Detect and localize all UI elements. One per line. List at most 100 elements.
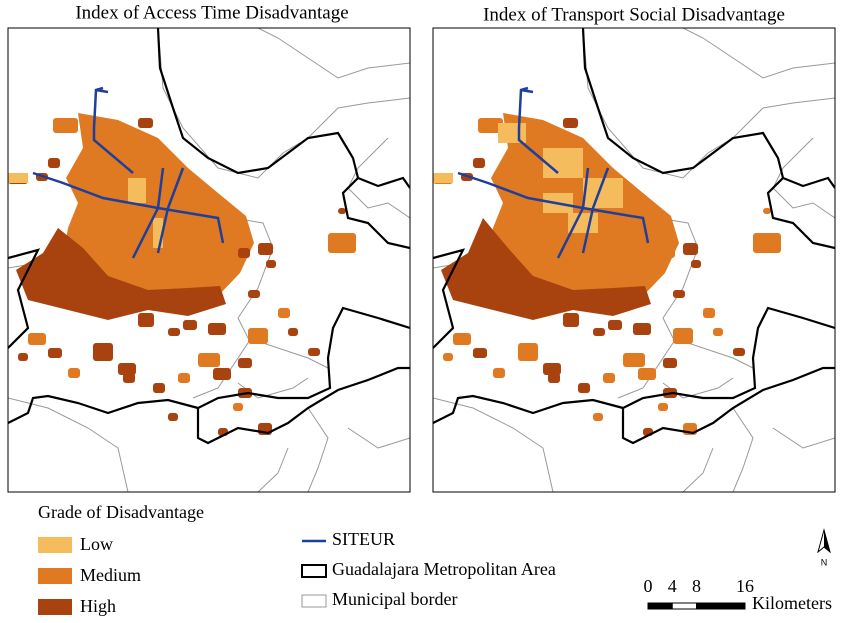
scale-segment <box>647 602 673 610</box>
municipal-border <box>772 427 835 449</box>
zone-patch <box>603 373 615 383</box>
siteur-line <box>156 167 185 254</box>
zone-patch <box>753 233 781 253</box>
scale-segment <box>696 602 746 610</box>
scale-label: 8 <box>692 576 701 596</box>
scale-segment <box>671 602 697 610</box>
zone-patch <box>123 373 135 383</box>
zone-patch <box>168 413 178 421</box>
zone-patch <box>183 320 197 330</box>
legend-label: Medium <box>80 565 141 585</box>
scale-label: 0 <box>644 576 653 596</box>
zone-patch <box>453 333 471 345</box>
low-zone <box>433 173 453 183</box>
north-label: N <box>821 557 828 567</box>
legend-label: High <box>80 596 116 616</box>
municipal-border <box>682 28 835 79</box>
zone-patch <box>593 413 603 421</box>
zone-patch <box>93 343 113 361</box>
siteur-line <box>131 167 165 259</box>
legend: Low Medium High SITEUR Guadalajara Metropoli… <box>38 529 556 616</box>
zone-patch <box>763 208 771 214</box>
legend-box <box>301 594 327 608</box>
low-zone <box>8 173 28 183</box>
maps <box>7 27 836 493</box>
municipal-border <box>307 407 329 492</box>
map-frame <box>7 27 411 493</box>
zone-patch <box>248 290 260 298</box>
zone-patch <box>118 363 136 375</box>
legend-label: Municipal border <box>332 589 457 609</box>
zone-patch <box>663 358 677 368</box>
zone-patch <box>543 363 561 375</box>
map-title: Index of Transport Social Disadvantage <box>483 4 785 25</box>
zone-patch <box>713 328 723 336</box>
zone-patch <box>308 348 320 356</box>
municipal-border <box>732 407 754 492</box>
zone-patch <box>328 233 356 253</box>
zone-patch <box>733 348 745 356</box>
siteur-line <box>581 167 610 254</box>
map-frame <box>432 27 836 493</box>
zone-patch <box>233 403 243 411</box>
municipal-border <box>257 447 289 492</box>
siteur-line <box>520 88 534 94</box>
legend-label: Guadalajara Metropolitan Area <box>332 559 556 579</box>
municipal-border <box>657 217 754 369</box>
metro-border <box>433 28 835 445</box>
north-arrow: N <box>817 528 831 567</box>
map-content <box>433 28 835 492</box>
legend-label: Low <box>80 534 113 554</box>
zone-patch <box>338 208 346 214</box>
legend-box <box>301 564 327 578</box>
zone-patch <box>108 128 128 140</box>
scale-label: 4 <box>668 576 677 596</box>
metro-border <box>8 28 410 445</box>
zone-patch <box>266 260 276 268</box>
municipal-border <box>347 427 410 449</box>
zone-patch <box>663 248 675 258</box>
zone-patch <box>213 368 231 380</box>
zone-patch <box>28 333 46 345</box>
zone-patch <box>53 118 78 133</box>
zone-patch <box>658 403 668 411</box>
municipal-border <box>433 397 554 492</box>
low-zone <box>543 148 583 178</box>
municipal-border <box>8 397 129 492</box>
zone-patch <box>178 373 190 383</box>
municipal-border <box>347 137 410 219</box>
zone-patch <box>533 128 553 140</box>
zone-patch <box>563 313 579 327</box>
zone-patch <box>608 320 622 330</box>
high-zone <box>441 218 651 320</box>
zone-patch <box>623 353 645 367</box>
zone-patch <box>638 368 656 380</box>
municipal-border <box>772 137 835 219</box>
map-title: Index of Access Time Disadvantage <box>75 2 348 23</box>
zone-patch <box>473 158 485 168</box>
zone-patch <box>198 353 220 367</box>
zone-patch <box>691 260 701 268</box>
zone-patch <box>473 348 487 358</box>
zone-patch <box>518 343 538 361</box>
legend-title: Grade of Disadvantage <box>38 502 204 522</box>
zone-patch <box>238 248 250 258</box>
zone-patch <box>703 308 715 318</box>
map-content <box>8 28 410 492</box>
zone-patch <box>168 328 180 336</box>
zone-patch <box>48 158 60 168</box>
municipal-border <box>232 217 329 369</box>
siteur-line <box>32 171 225 244</box>
map-panel <box>7 27 411 493</box>
zone-patch <box>578 383 590 393</box>
scale-unit: Kilometers <box>752 593 832 613</box>
municipal-border <box>257 28 410 79</box>
low-zone <box>498 123 526 143</box>
high-zone <box>16 228 226 320</box>
zone-patch <box>563 118 578 128</box>
low-zone <box>153 218 163 248</box>
zone-patch <box>248 328 268 344</box>
municipal-border <box>682 447 714 492</box>
zone-patch <box>288 328 298 336</box>
